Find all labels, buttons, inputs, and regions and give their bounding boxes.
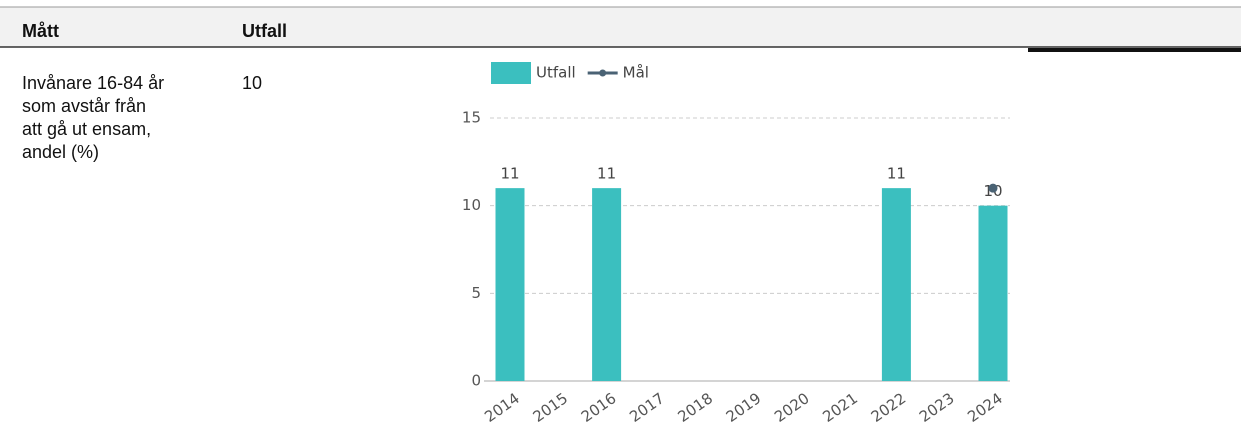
y-tick-label: 0 xyxy=(471,372,481,390)
bar xyxy=(978,205,1008,381)
x-tick-label: 2015 xyxy=(530,389,572,426)
bar xyxy=(881,188,911,381)
data-label: 11 xyxy=(887,165,906,183)
legend-label: Mål xyxy=(623,64,649,82)
x-tick-label: 2016 xyxy=(578,389,620,426)
cell-text: som avstår från xyxy=(22,96,146,116)
header-cell: Mått xyxy=(22,21,59,41)
x-tick-label: 2018 xyxy=(674,389,716,426)
cell-text: 10 xyxy=(242,73,262,93)
x-tick-label: 2023 xyxy=(916,389,958,426)
legend-label: Utfall xyxy=(536,64,576,82)
y-tick-label: 15 xyxy=(462,109,481,127)
line-marker xyxy=(988,183,998,193)
scroll-bar xyxy=(1028,48,1241,52)
x-tick-label: 2020 xyxy=(771,389,813,426)
x-tick-label: 2019 xyxy=(723,389,765,426)
x-tick-label: 2021 xyxy=(819,389,861,426)
x-tick-label: 2024 xyxy=(964,389,1006,426)
header-cell: Utfall xyxy=(242,21,287,41)
bar xyxy=(495,188,525,381)
data-label: 11 xyxy=(500,165,519,183)
bar xyxy=(592,188,622,381)
y-tick-label: 10 xyxy=(462,196,481,214)
x-tick-label: 2017 xyxy=(626,389,668,426)
data-label: 11 xyxy=(597,165,616,183)
legend-swatch xyxy=(491,62,531,84)
cell-text: Invånare 16-84 år xyxy=(22,73,164,93)
cell-text: andel (%) xyxy=(22,142,99,162)
header-bg xyxy=(0,7,1241,47)
y-tick-label: 5 xyxy=(471,284,481,302)
legend-marker xyxy=(599,69,607,77)
cell-text: att gå ut ensam, xyxy=(22,119,151,139)
x-tick-label: 2022 xyxy=(868,389,910,426)
x-tick-label: 2014 xyxy=(481,389,523,426)
